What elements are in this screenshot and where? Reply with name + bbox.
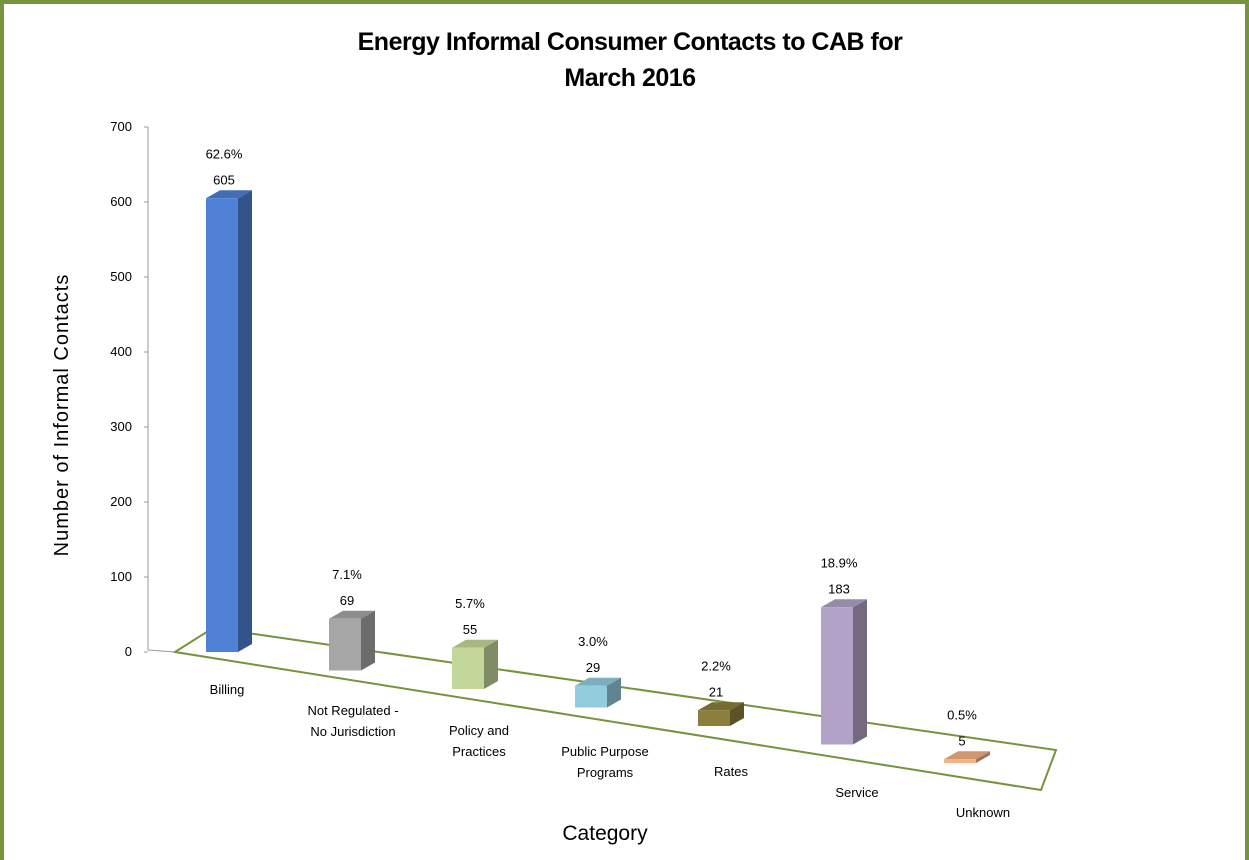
bar xyxy=(698,702,744,726)
y-tick-label: 300 xyxy=(110,419,132,434)
chart-title: Energy Informal Consumer Contacts to CAB… xyxy=(357,28,903,92)
bar xyxy=(944,751,990,763)
percent-label: 3.0% xyxy=(578,634,608,649)
value-label: 605 xyxy=(213,172,235,187)
y-tick-label: 100 xyxy=(110,569,132,584)
y-tick-label: 600 xyxy=(110,194,132,209)
bar-front xyxy=(698,710,730,726)
bar-side xyxy=(484,639,498,689)
bar xyxy=(821,599,867,745)
x-tick-label: Rates xyxy=(714,764,748,779)
y-tick-label: 200 xyxy=(110,494,132,509)
bar-top xyxy=(944,751,990,760)
x-tick-label: Unknown xyxy=(955,805,1011,820)
value-label: 55 xyxy=(463,622,477,637)
value-label: 21 xyxy=(709,684,723,699)
y-tick-label: 400 xyxy=(110,344,132,359)
bar-front xyxy=(206,198,238,652)
percent-label: 5.7% xyxy=(455,596,485,611)
bar-top xyxy=(206,190,252,199)
percent-label: 7.1% xyxy=(332,567,362,582)
x-tick-label: Not Regulated - No Jurisdiction xyxy=(307,702,399,739)
bar-top xyxy=(698,702,744,711)
bar-side xyxy=(976,751,990,763)
bar-side xyxy=(607,677,621,708)
value-label: 69 xyxy=(340,593,354,608)
x-tick-label: Policy and Practices xyxy=(449,723,509,759)
value-label: 29 xyxy=(586,660,600,675)
percent-label: 62.6% xyxy=(206,146,243,161)
bar-front xyxy=(575,685,607,708)
bar-front xyxy=(944,759,976,763)
bar xyxy=(452,639,498,689)
bar xyxy=(575,677,621,708)
floor xyxy=(172,626,1058,792)
percent-label: 2.2% xyxy=(701,658,731,673)
bar xyxy=(329,610,375,671)
x-tick-label: Service xyxy=(835,784,879,800)
bar-top xyxy=(575,677,621,686)
y-axis-title: Number of Informal Contacts xyxy=(51,274,73,557)
y-tick-label: 0 xyxy=(125,644,132,659)
value-label: 183 xyxy=(828,581,850,596)
percent-label: 0.5% xyxy=(947,707,977,722)
y-axis-foot xyxy=(147,649,176,653)
x-axis-title: Category xyxy=(562,822,648,845)
bar-top xyxy=(452,639,498,648)
bar-front xyxy=(329,618,361,671)
x-tick-label: Billing xyxy=(209,682,245,697)
bar-front xyxy=(821,607,853,745)
bar xyxy=(206,190,252,652)
y-tick-label: 700 xyxy=(110,119,132,134)
bar-side xyxy=(361,610,375,671)
bar-side xyxy=(238,190,252,652)
bar-side xyxy=(730,702,744,726)
bar-side xyxy=(853,599,867,745)
value-label: 5 xyxy=(958,733,965,748)
bar-front xyxy=(452,647,484,689)
percent-label: 18.9% xyxy=(821,555,858,570)
x-tick-label: Public Purpose Programs xyxy=(561,743,649,780)
y-tick-label: 500 xyxy=(110,269,132,284)
bar-top xyxy=(821,599,867,608)
bar-top xyxy=(329,610,375,619)
